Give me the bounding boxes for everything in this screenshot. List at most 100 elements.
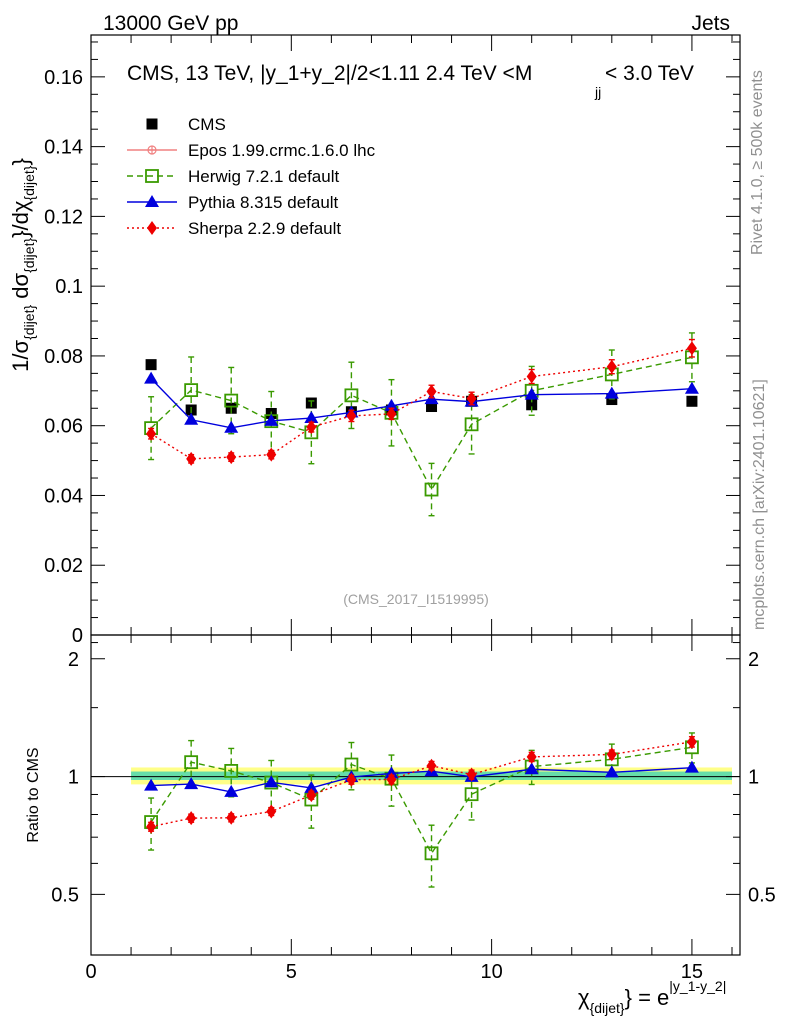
mcplots-label: mcplots.cern.ch [arXiv:2401.10621] xyxy=(751,379,768,630)
pythia-ratio-point xyxy=(184,777,199,790)
sherpa-point xyxy=(526,369,537,384)
legend-marker xyxy=(145,195,159,207)
sherpa-point xyxy=(226,450,237,465)
pythia-ratio-point xyxy=(684,760,699,773)
pythia-point xyxy=(144,371,159,384)
main-y-label: 1/σ{dijet} dσ{dijet}}/dχ{dijet}} xyxy=(8,158,37,372)
y-tick-label: 0.16 xyxy=(44,67,83,89)
cms-data-point xyxy=(145,359,157,371)
header-right: Jets xyxy=(691,12,730,35)
cms-data-point xyxy=(426,401,438,413)
x-tick-label: 10 xyxy=(480,961,502,983)
main-x-ticks xyxy=(90,35,733,635)
sherpa-ratio-point xyxy=(526,749,537,764)
herwig-point xyxy=(464,417,479,432)
ratio-y-axis: 0.5 0.5 1 1 2 2 xyxy=(51,642,776,906)
ratio-y-tick-label: 0.5 xyxy=(51,884,79,906)
herwig-ratio-point xyxy=(464,787,479,802)
pythia-point xyxy=(384,398,399,411)
ratio-frame xyxy=(90,634,741,956)
pythia-ratio-point xyxy=(264,775,279,788)
x-tick-label: 0 xyxy=(85,961,96,983)
pythia-line xyxy=(150,378,692,429)
pythia-point xyxy=(524,387,539,400)
sherpa-ratio-point xyxy=(266,804,277,819)
pythia-point xyxy=(684,381,699,394)
ratio-y-tick-label-right: 0.5 xyxy=(748,884,776,906)
legend: CMS Epos 1.99.crmc.1.6.0 lhc Herwig 7.2.1 … xyxy=(127,115,376,238)
analysis-id: (CMS_2017_I1519995) xyxy=(343,591,489,607)
sherpa-ratio-point xyxy=(306,788,317,803)
sherpa-point xyxy=(186,451,197,466)
sherpa-point xyxy=(306,420,317,435)
sherpa-ratio-point xyxy=(686,734,697,749)
sherpa-point xyxy=(686,341,697,356)
plot-title-tail: < 3.0 TeV xyxy=(605,62,694,85)
x-tick-label: 5 xyxy=(286,961,297,983)
sherpa-ratio-point xyxy=(346,772,357,787)
herwig-ratio-point xyxy=(224,764,239,778)
sherpa-point xyxy=(426,384,437,399)
pythia-ratio-point xyxy=(604,765,619,778)
pythia-point xyxy=(304,411,319,424)
y-tick-label: 0.06 xyxy=(44,416,83,438)
pythia-point xyxy=(604,386,619,399)
herwig-ratio-line xyxy=(150,746,693,855)
legend-label: Herwig 7.2.1 default xyxy=(188,167,339,186)
sherpa-ratio-point xyxy=(426,758,437,773)
sherpa-point xyxy=(466,391,477,406)
legend-marker xyxy=(146,118,158,130)
sherpa-line xyxy=(150,347,693,460)
y-tick-label: 0 xyxy=(72,625,83,647)
ratio-panel: 0.5 0.5 1 1 2 2 0 5 10 15 Ratio to CMS xyxy=(25,634,776,983)
pythia-ratio-line xyxy=(151,766,692,793)
y-tick-label: 0.08 xyxy=(44,346,83,368)
legend-marker xyxy=(147,221,157,235)
plot-title-main: CMS, 13 TeV, |y_1+y_2|/2<1.11 2.4 TeV <M xyxy=(127,62,532,85)
y-tick-label: 0.12 xyxy=(44,206,83,228)
pythia-point xyxy=(184,412,199,425)
ratio-y-tick-label: 1 xyxy=(68,767,79,789)
herwig-ratio-point xyxy=(424,846,439,861)
pythia-point xyxy=(224,420,239,433)
legend-marker xyxy=(145,169,159,183)
main-y-axis: 0 0.02 0.04 0.06 0.08 0.1 0.12 0.14 0.16 xyxy=(44,41,740,647)
herwig-point xyxy=(184,383,199,398)
x-tick-label: 15 xyxy=(681,961,703,983)
y-tick-label: 0.14 xyxy=(44,137,83,159)
ratio-y-tick-label: 2 xyxy=(68,649,79,671)
ratio-y-tick-label-right: 2 xyxy=(748,649,759,671)
pythia-point xyxy=(264,413,279,426)
y-tick-label: 0.04 xyxy=(44,485,83,507)
main-series xyxy=(144,332,699,517)
sherpa-point xyxy=(606,359,617,374)
sherpa-point xyxy=(346,408,357,423)
pythia-ratio-point xyxy=(304,780,319,793)
sherpa-ratio-point xyxy=(386,772,397,787)
ratio-y-label: Ratio to CMS xyxy=(25,747,42,842)
legend-label: Pythia 8.315 default xyxy=(188,193,339,212)
herwig-point xyxy=(424,482,439,497)
legend-label: CMS xyxy=(188,115,226,134)
cms-data-point xyxy=(686,395,698,407)
pythia-ratio-point xyxy=(224,784,239,797)
sherpa-ratio-point xyxy=(466,767,477,782)
sherpa-ratio-point xyxy=(606,747,617,762)
y-tick-label: 0.02 xyxy=(44,555,83,577)
cms-data-point xyxy=(526,399,538,411)
herwig-point xyxy=(224,393,239,408)
plot-title: CMS, 13 TeV, |y_1+y_2|/2<1.11 2.4 TeV <M xyxy=(127,62,532,85)
pythia-ratio-point xyxy=(144,778,159,791)
rivet-label: Rivet 4.1.0, ≥ 500k events xyxy=(749,70,766,255)
pythia-ratio-point xyxy=(384,766,399,779)
sherpa-point xyxy=(266,447,277,462)
sherpa-ratio-point xyxy=(146,819,157,834)
x-axis-label: χ{dijet}} = e|y_1-y_2| xyxy=(578,978,726,1016)
ratio-y-tick-label-right: 1 xyxy=(748,767,759,789)
sherpa-point xyxy=(386,406,397,421)
pythia-ratio-point xyxy=(524,762,539,775)
plot-title-sub: jj xyxy=(594,84,601,100)
herwig-ratio-point xyxy=(184,755,199,770)
header-left: 13000 GeV pp xyxy=(103,12,238,35)
